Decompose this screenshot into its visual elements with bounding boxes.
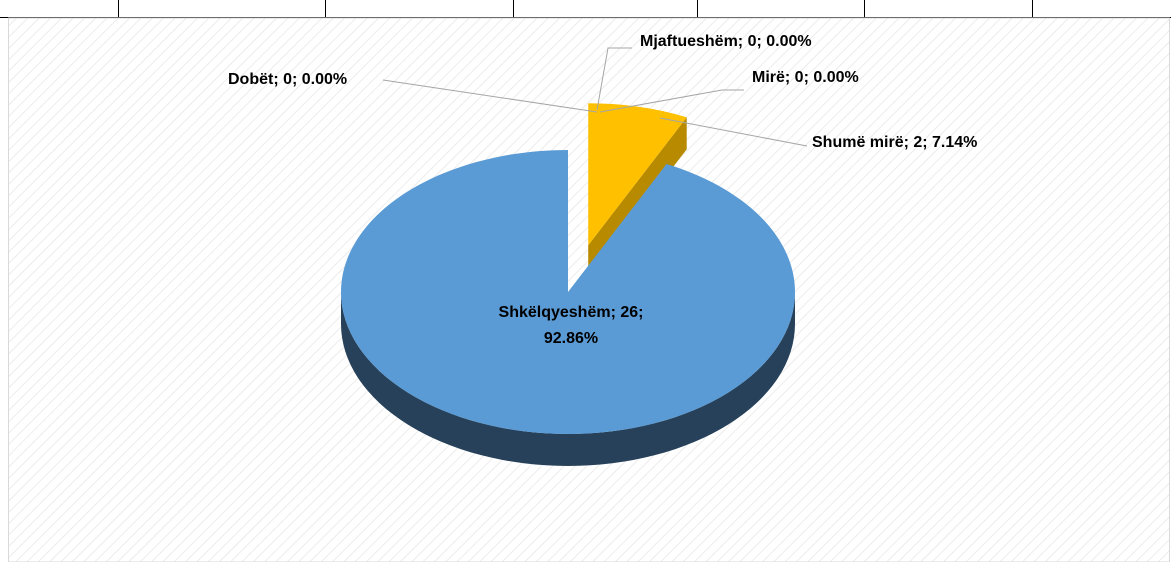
leader-line bbox=[659, 117, 808, 147]
table-border bbox=[0, 0, 1171, 18]
slice bbox=[340, 150, 795, 466]
data-label: Mjaftueshëm; 0; 0.00% bbox=[640, 33, 812, 50]
leader-line bbox=[382, 79, 598, 113]
pie bbox=[340, 103, 795, 466]
data-label: Mirë; 0; 0.00% bbox=[752, 69, 859, 86]
data-label: Shumë mirë; 2; 7.14% bbox=[812, 134, 977, 151]
data-label: Dobët; 0; 0.00% bbox=[228, 71, 347, 88]
data-label: Shkëlqyeshëm; 26; 92.86% bbox=[498, 304, 644, 347]
slice-top bbox=[588, 103, 687, 246]
labels: Dobët; 0; 0.00% Mjaftueshëm; 0; 0.00% Mirë… bbox=[228, 33, 977, 151]
leader-line bbox=[596, 47, 632, 111]
slice-top bbox=[340, 150, 795, 434]
slice-side bbox=[341, 292, 795, 466]
leader-line bbox=[599, 89, 744, 113]
